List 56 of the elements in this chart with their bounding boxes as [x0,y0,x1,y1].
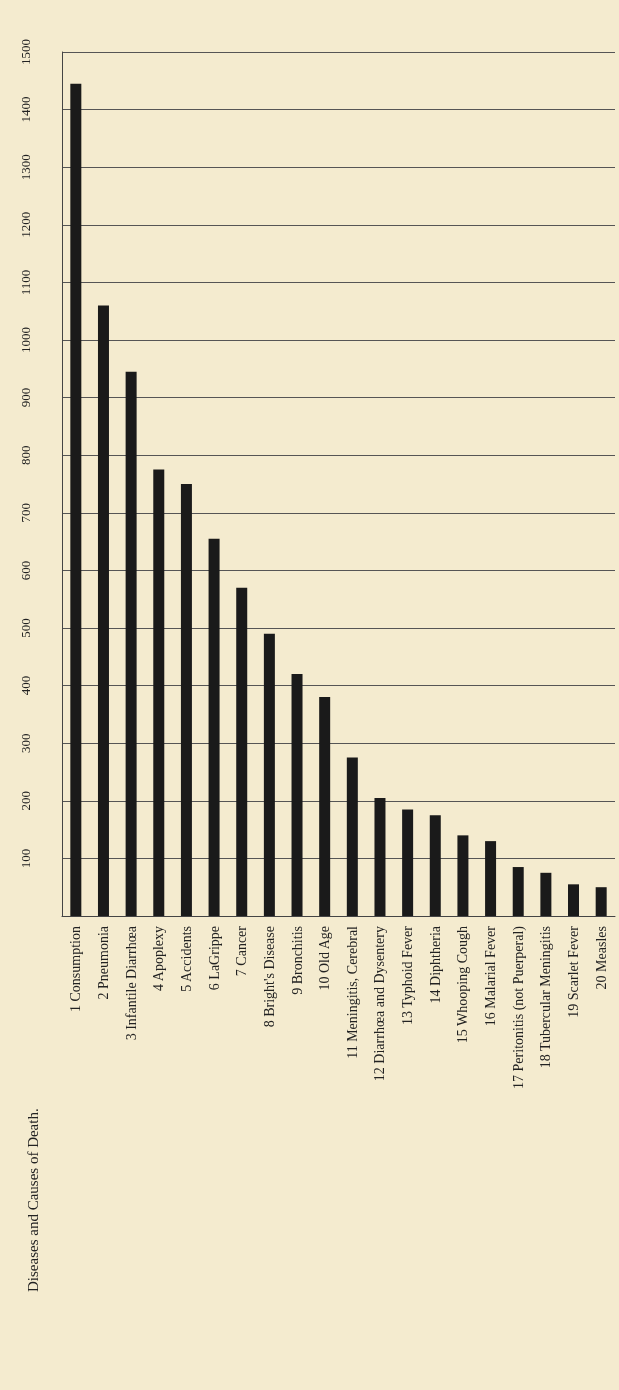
bar [319,697,331,916]
bar [97,305,109,916]
bar [153,469,165,916]
bar [429,815,441,916]
x-tick-label: 16 Malarial Fever [483,925,499,1027]
x-tick-label: 7 Cancer [234,925,250,977]
bar [568,884,580,916]
y-tick-label: 200 [18,791,33,811]
bar [512,867,524,916]
y-tick-label: 600 [18,560,33,581]
x-tick-label: 6 LaGrippe [206,926,222,991]
x-tick-label: 3 Infantile Diarrhœa [123,925,139,1041]
bar [374,797,386,916]
y-tick-label: 1500 [18,39,33,65]
x-tick-label: 4 Apoplexy [151,926,167,991]
y-tick-label: 500 [18,618,33,638]
x-tick-label: 20 Measles [593,926,609,990]
x-tick-label: 12 Diarrhœa and Dysentery [372,926,388,1082]
text: Diseases and Causes of Death. [24,1108,41,1292]
y-tick-label: 100 [18,848,33,869]
x-tick-label: 15 Whooping Cough [455,926,471,1044]
bar [291,674,303,916]
y-tick-label: 800 [18,445,33,465]
bar [540,872,552,916]
y-tick-label: 1200 [18,211,33,238]
x-tick-label: 13 Typhoid Fever [400,925,416,1026]
bar [125,371,137,916]
y-tick-label: 1000 [18,327,33,353]
bar [180,484,192,916]
bar [263,633,275,916]
y-tick-label: 300 [18,733,33,753]
bar [346,757,358,916]
bar [208,538,220,916]
bar [236,587,248,916]
bar [402,809,414,916]
x-tick-label: 14 Diphtheria [427,925,443,1004]
x-tick-label: 2 Pneumonia [95,925,111,1000]
bar [595,887,607,916]
x-tick-label: 17 Peritonitis (not Puerperal) [510,925,527,1089]
y-tick-label: 900 [18,387,33,408]
x-tick-label: 10 Old Age [317,926,333,991]
y-tick-label: 400 [18,675,33,696]
y-tick-label: 700 [18,503,33,523]
x-tick-label: 9 Bronchitis [289,926,305,995]
bar [70,83,82,916]
x-tick-label: 11 Meningitis, Cerebral [344,925,360,1059]
y-tick-label: 1400 [18,96,33,123]
x-tick-label: 18 Tubercular Meningitis [538,926,554,1069]
x-tick-label: 19 Scarlet Fever [566,925,582,1018]
x-tick-label: 8 Bright's Disease [261,926,277,1028]
y-tick-label: 1100 [18,269,33,296]
bar [457,835,469,916]
x-tick-label: 1 Consumption [68,926,84,1012]
bar [485,841,497,916]
y-tick-label: 1300 [18,154,33,181]
x-tick-label: 5 Accidents [178,926,194,992]
